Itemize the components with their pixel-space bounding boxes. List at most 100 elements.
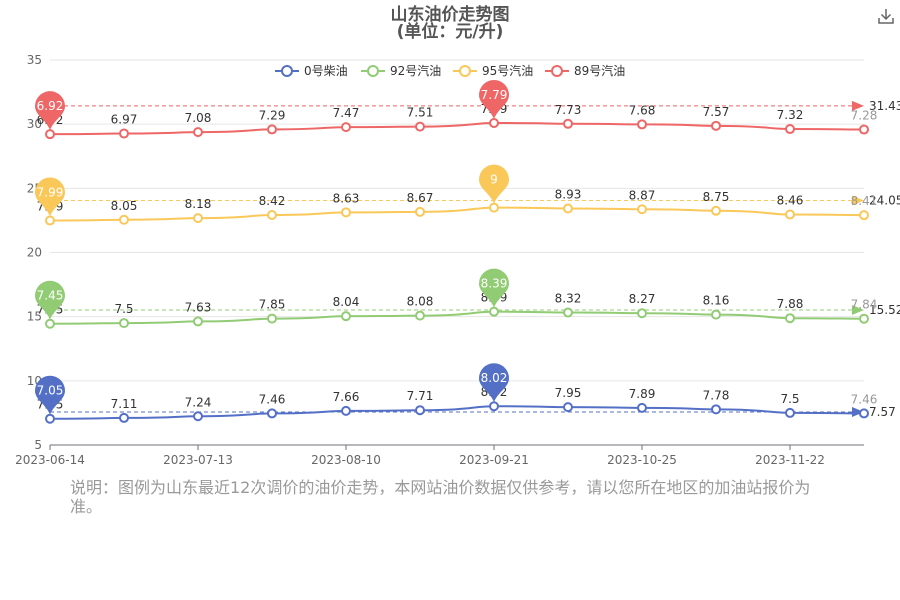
data-point: [637, 402, 647, 413]
data-point: [859, 124, 869, 135]
max-marker-label: 7.79: [481, 88, 508, 102]
min-marker: [35, 375, 65, 415]
data-label: 7.51: [407, 106, 434, 120]
data-point: [341, 405, 351, 416]
x-tick-label: 2023-08-10: [311, 453, 381, 467]
data-point: [193, 127, 203, 138]
data-point: [563, 203, 573, 214]
data-point: [563, 307, 573, 318]
min-marker: [35, 280, 65, 320]
data-label: 8.67: [407, 191, 434, 205]
data-label: 8.08: [407, 295, 434, 309]
data-point: [785, 124, 795, 135]
average-arrow: [852, 100, 864, 111]
download-icon[interactable]: [876, 6, 896, 26]
max-marker: [479, 268, 509, 308]
legend: 0号柴油 92号汽油 95号汽油 89号汽油: [275, 63, 625, 78]
data-point: [563, 402, 573, 413]
data-label: 7.08: [185, 111, 212, 125]
data-label: 7.66: [333, 390, 360, 404]
data-point: [637, 204, 647, 215]
chart-subtitle: (单位：元/升): [397, 21, 504, 42]
data-point: [267, 313, 277, 324]
data-label: 7.71: [407, 389, 434, 403]
legend-label: 0号柴油: [304, 64, 348, 78]
x-tick-label: 2023-09-21: [459, 453, 529, 467]
data-point: [859, 408, 869, 419]
legend-label: 92号汽油: [390, 63, 441, 78]
data-point: [489, 306, 499, 317]
data-point: [45, 318, 55, 329]
data-point: [45, 215, 55, 226]
data-point: [711, 205, 721, 216]
legend-label: 89号汽油: [574, 63, 625, 78]
data-point: [341, 311, 351, 322]
series-line: [49, 122, 865, 136]
y-tick-label: 5: [34, 438, 42, 452]
legend-swatch-point: [367, 65, 379, 77]
data-point: [119, 318, 129, 329]
data-label: 8.93: [555, 187, 582, 201]
data-point: [711, 309, 721, 320]
data-label: 7.84: [851, 298, 878, 312]
average-lines-layer: 7.57 15.52 24.05 31.43: [50, 99, 900, 419]
data-label: 7.78: [703, 388, 730, 402]
data-label: 7.32: [777, 108, 804, 122]
min-marker-label: 6.92: [37, 99, 64, 113]
max-marker: [479, 80, 509, 120]
chart-note: 说明：图例为山东最近12次调价的油价走势，本网站油价数据仅供参考，请以您所在地区…: [70, 478, 811, 516]
x-tick-label: 2023-06-14: [15, 453, 85, 467]
y-tick-label: 35: [27, 53, 42, 67]
data-label: 7.29: [259, 108, 286, 122]
y-tick-label: 30: [27, 117, 42, 131]
data-point: [193, 316, 203, 327]
data-point: [119, 412, 129, 423]
data-point: [415, 310, 425, 321]
data-label: 8.75: [703, 190, 730, 204]
data-label: 7.11: [111, 397, 138, 411]
data-label: 8.27: [629, 292, 656, 306]
data-labels-layer: 7.05 7.11 7.24 7.46 7.66 7.71 8.02 7.95 7.89 7.78…: [37, 102, 878, 412]
max-min-markers-layer: 7.05 8.02 7.45 8.39 7.99 9 6.92 7.79: [35, 80, 509, 415]
data-label: 7.24: [185, 395, 212, 409]
chart-title: 山东油价走势图: [391, 4, 510, 25]
data-label: 7.68: [629, 103, 656, 117]
data-point: [489, 401, 499, 412]
data-point: [119, 128, 129, 139]
average-label: 24.05: [869, 194, 900, 208]
max-marker-label: 8.02: [481, 371, 508, 385]
average-arrow: [852, 195, 864, 206]
data-label: 8.42: [259, 194, 286, 208]
data-point: [711, 404, 721, 415]
data-label: 7.73: [555, 103, 582, 117]
data-point: [489, 118, 499, 129]
data-label: 8.87: [629, 188, 656, 202]
data-point: [711, 120, 721, 131]
data-point: [193, 213, 203, 224]
x-tick-label: 2023-11-22: [755, 453, 825, 467]
legend-swatch-point: [551, 65, 563, 77]
data-label: 7.63: [185, 300, 212, 314]
max-marker: [479, 363, 509, 403]
series-layer: [45, 118, 869, 424]
grid-layer: [50, 59, 864, 446]
data-point: [267, 124, 277, 135]
data-label: 8.41: [851, 194, 878, 208]
min-marker-label: 7.45: [37, 289, 64, 303]
data-point: [341, 122, 351, 133]
y-tick-label: 15: [27, 310, 42, 324]
max-marker: [479, 164, 509, 204]
data-point: [267, 210, 277, 221]
data-label: 7.57: [703, 105, 730, 119]
data-point: [119, 214, 129, 225]
legend-swatch-point: [459, 65, 471, 77]
series-line: [49, 310, 865, 325]
legend-swatch-point: [281, 65, 293, 77]
data-label: 8.63: [333, 191, 360, 205]
average-label: 7.57: [869, 405, 896, 419]
data-label: 8.46: [777, 194, 804, 208]
data-label: 7.46: [259, 392, 286, 406]
average-arrow: [852, 304, 864, 315]
